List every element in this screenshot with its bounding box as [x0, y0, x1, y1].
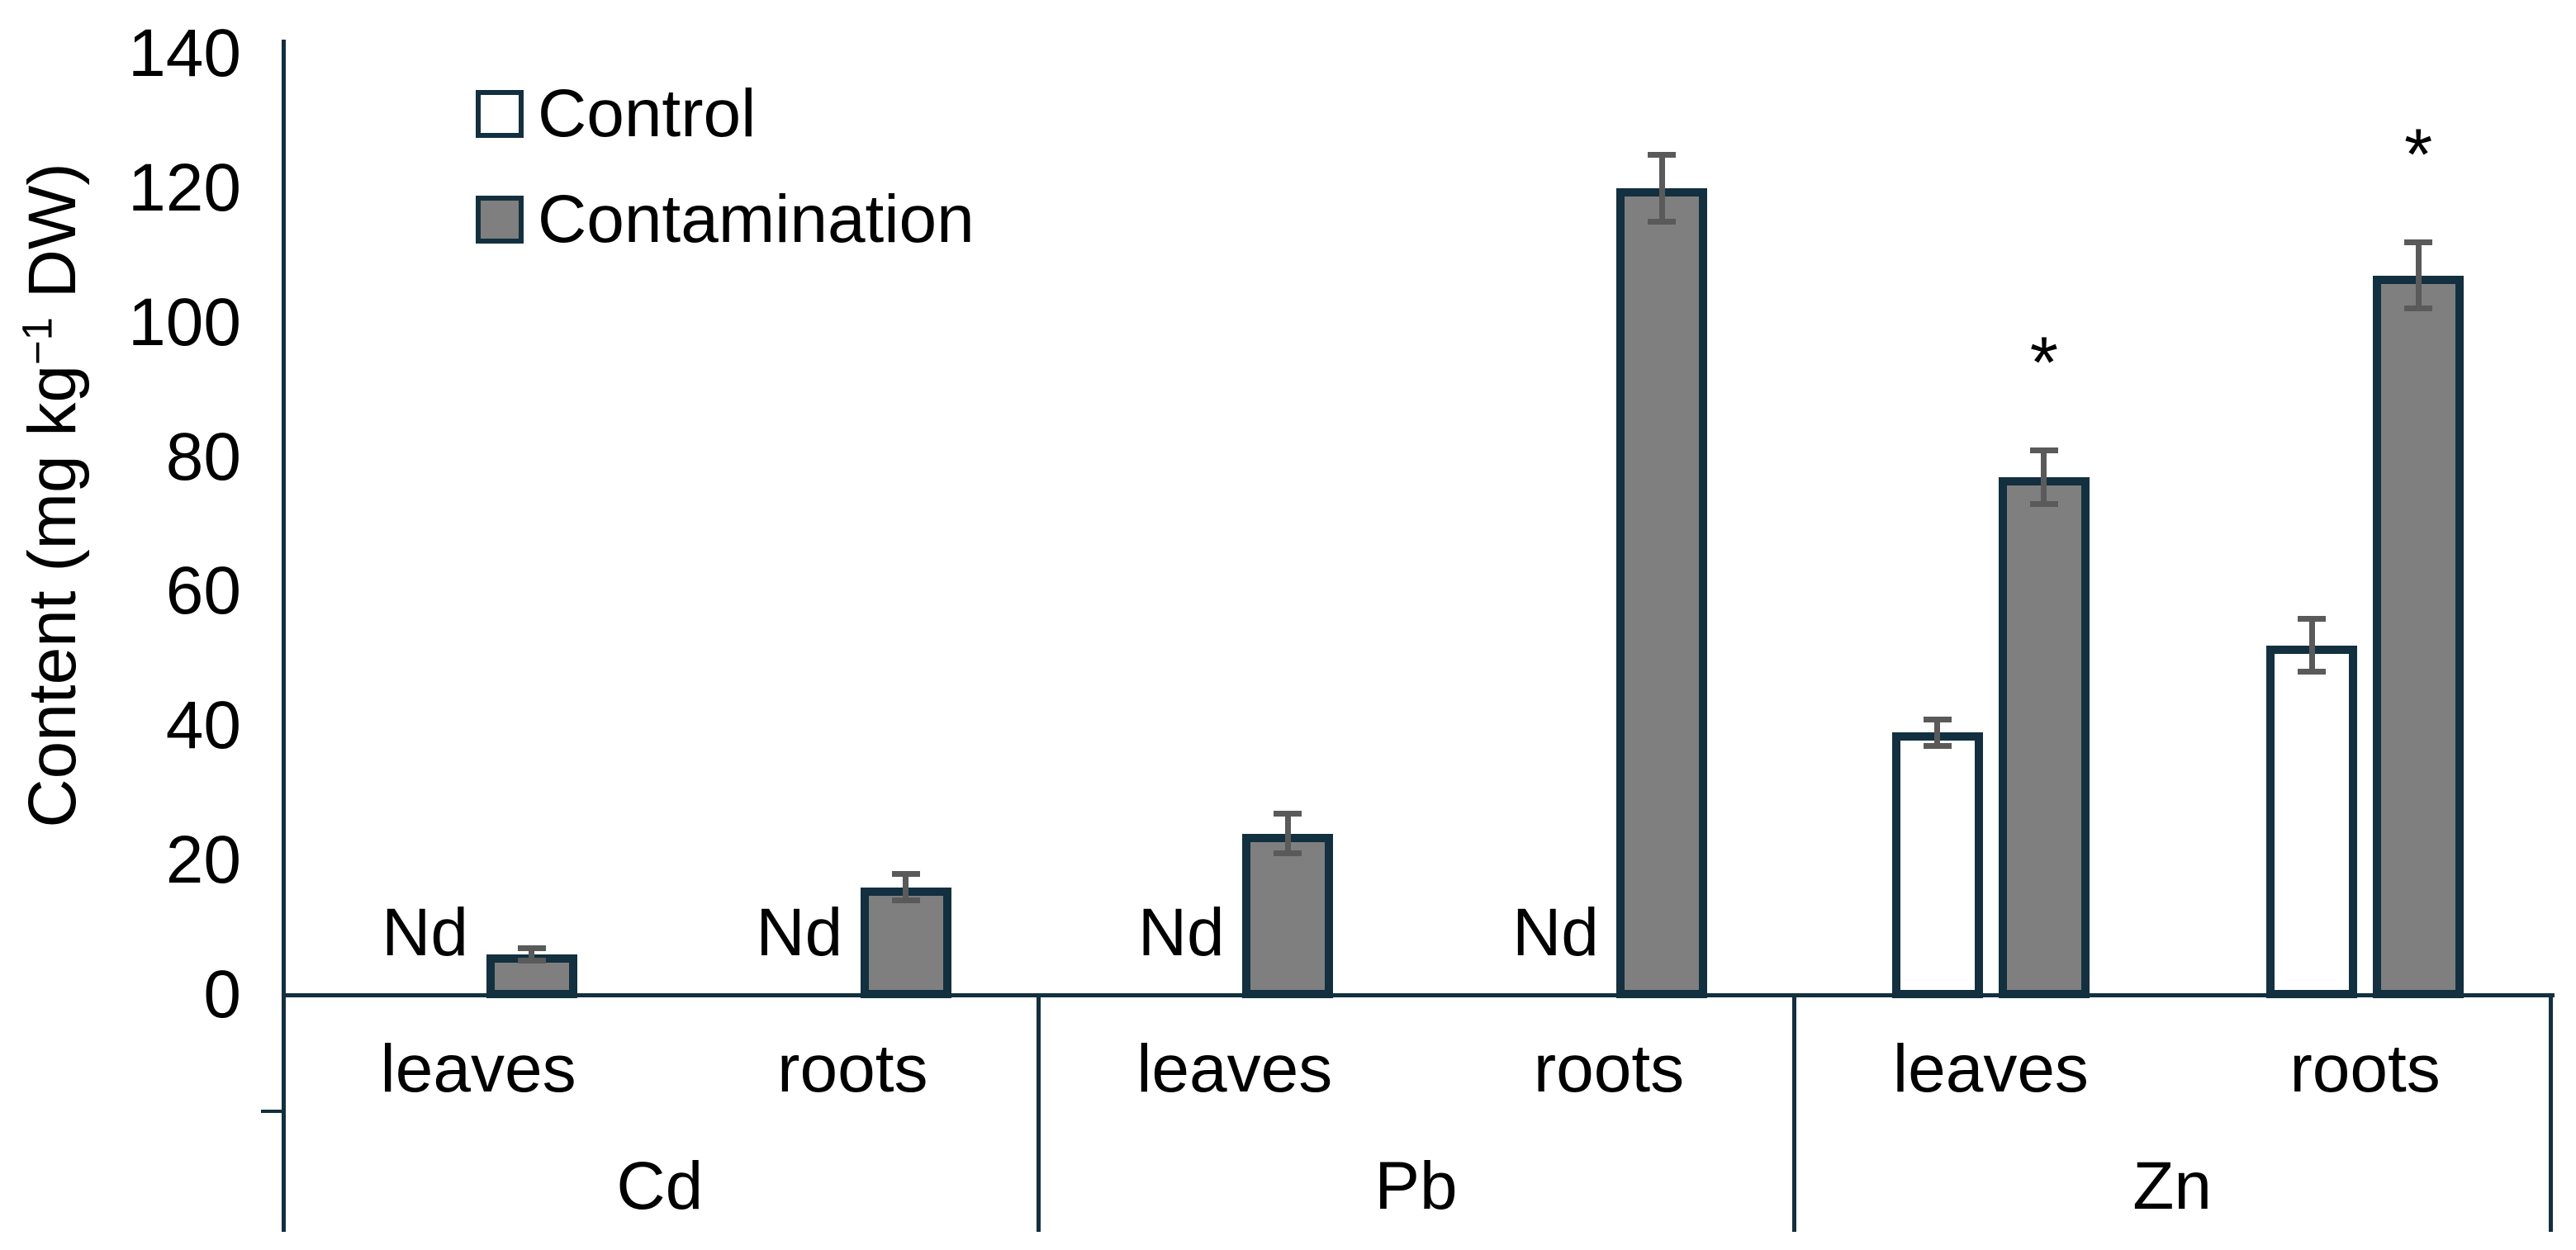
- bar-contamination-Zn-roots: [2373, 275, 2465, 998]
- error-bar-cap-bottom-contamination-Zn-leaves: [2029, 500, 2058, 507]
- error-bar-cap-bottom-contamination-Cd-roots: [891, 897, 920, 903]
- x-axis-line: [282, 993, 2555, 997]
- legend-label-contamination: Contamination: [538, 182, 975, 257]
- nd-label-control-Pb-roots: Nd: [1512, 895, 1599, 970]
- legend-item-control: Control: [476, 76, 975, 152]
- error-bar-cap-bottom-contamination-Pb-roots: [1648, 218, 1677, 225]
- nd-label-control-Cd-leaves: Nd: [382, 895, 468, 970]
- bar-control-Zn-leaves: [1891, 732, 1983, 998]
- nd-label-control-Cd-roots: Nd: [756, 895, 843, 970]
- y-tick-label-40: 40: [165, 688, 241, 764]
- y-tick-label-0: 0: [203, 957, 241, 1032]
- error-bar-contamination-Pb-roots: [1658, 154, 1665, 222]
- contamination-swatch-icon: [476, 196, 524, 244]
- tissue-label-Zn-leaves: leaves: [1892, 1031, 2089, 1106]
- category-axis-tick: [261, 1110, 283, 1113]
- legend: Control Contamination: [476, 76, 975, 258]
- error-bar-cap-top-contamination-Pb-leaves: [1274, 811, 1302, 817]
- error-bar-cap-bottom-contamination-Cd-leaves: [517, 958, 546, 964]
- tissue-label-Pb-leaves: leaves: [1136, 1031, 1333, 1106]
- bar-contamination-Cd-roots: [860, 887, 951, 998]
- y-axis-line: [282, 40, 286, 1232]
- bar-contamination-Zn-leaves: [1998, 477, 2090, 998]
- error-bar-contamination-Zn-roots: [2415, 242, 2422, 310]
- metal-label-Zn: Zn: [2132, 1148, 2213, 1224]
- error-bar-cap-top-contamination-Cd-roots: [891, 871, 920, 878]
- group-divider-3: [2549, 995, 2553, 1232]
- significance-asterisk-contamination-Zn-leaves: *: [2029, 321, 2059, 404]
- error-bar-contamination-Cd-roots: [903, 874, 909, 901]
- error-bar-cap-top-contamination-Pb-roots: [1648, 152, 1677, 159]
- bar-contamination-Pb-leaves: [1242, 833, 1334, 998]
- nd-label-control-Pb-leaves: Nd: [1137, 895, 1225, 970]
- error-bar-cap-bottom-contamination-Zn-roots: [2404, 305, 2433, 312]
- y-tick-label-60: 60: [165, 553, 241, 629]
- error-bar-contamination-Zn-leaves: [2041, 450, 2047, 504]
- error-bar-control-Zn-leaves: [1934, 719, 1941, 746]
- significance-asterisk-contamination-Zn-roots: *: [2404, 113, 2433, 195]
- error-bar-cap-top-control-Zn-roots: [2298, 616, 2327, 622]
- legend-item-contamination: Contamination: [476, 182, 975, 258]
- y-tick-label-140: 140: [128, 16, 241, 91]
- tissue-label-Cd-leaves: leaves: [380, 1031, 576, 1106]
- metal-label-Pb: Pb: [1374, 1148, 1458, 1224]
- y-tick-label-100: 100: [128, 284, 241, 360]
- tissue-label-Zn-roots: roots: [2289, 1031, 2441, 1106]
- metal-label-Cd: Cd: [616, 1148, 704, 1224]
- control-swatch-icon: [476, 90, 524, 138]
- group-divider-1: [1036, 995, 1041, 1232]
- y-tick-label-20: 20: [165, 822, 241, 898]
- error-bar-cap-top-contamination-Zn-roots: [2404, 239, 2433, 245]
- y-tick-label-120: 120: [128, 149, 241, 225]
- error-bar-cap-bottom-control-Zn-roots: [2298, 669, 2327, 675]
- error-bar-contamination-Pb-leaves: [1284, 813, 1291, 854]
- y-tick-label-80: 80: [165, 419, 241, 495]
- error-bar-cap-top-contamination-Cd-leaves: [517, 945, 546, 951]
- bar-control-Zn-roots: [2266, 645, 2358, 998]
- group-divider-2: [1792, 995, 1797, 1232]
- error-bar-cap-bottom-contamination-Pb-leaves: [1274, 850, 1302, 856]
- error-bar-cap-bottom-control-Zn-leaves: [1923, 742, 1952, 749]
- error-bar-cap-top-contamination-Zn-leaves: [2029, 447, 2058, 454]
- tissue-label-Cd-roots: roots: [777, 1031, 928, 1106]
- tissue-label-Pb-roots: roots: [1533, 1031, 1685, 1106]
- legend-label-control: Control: [538, 76, 757, 151]
- error-bar-contamination-Cd-leaves: [529, 948, 535, 962]
- error-bar-cap-top-control-Zn-leaves: [1923, 717, 1952, 723]
- bar-contamination-Pb-roots: [1616, 187, 1708, 998]
- error-bar-control-Zn-roots: [2308, 618, 2315, 673]
